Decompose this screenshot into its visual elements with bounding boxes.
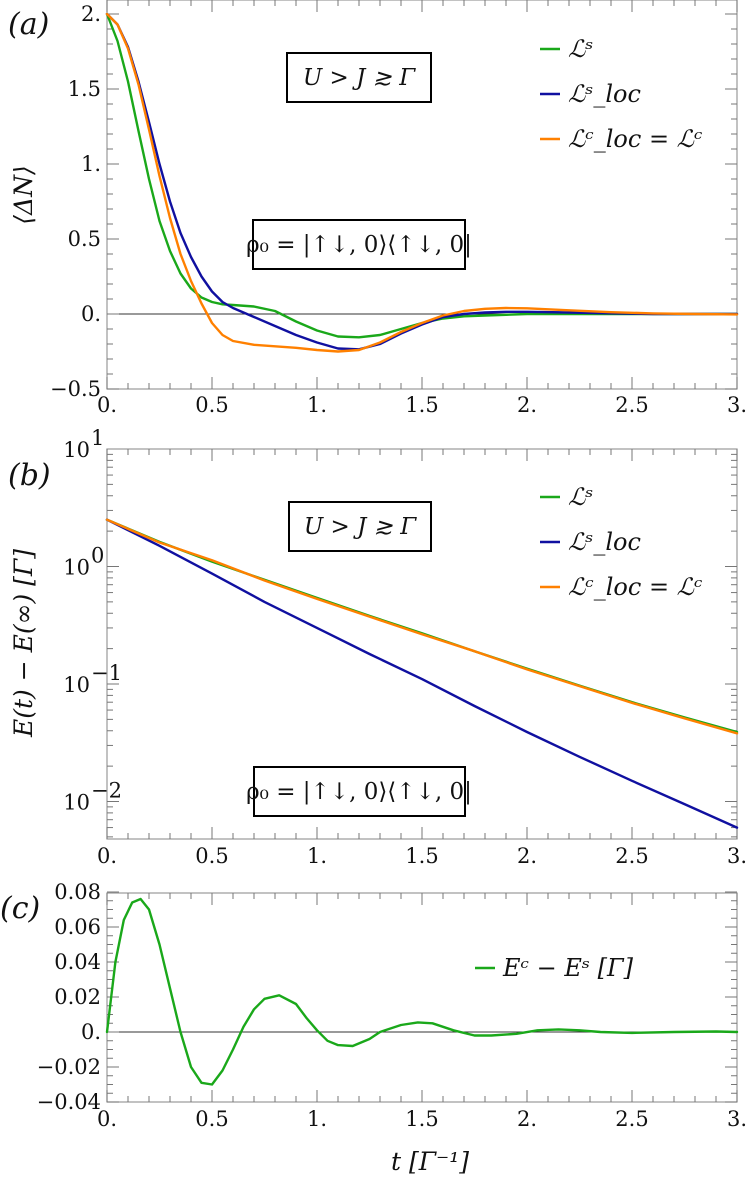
panel-c-label: (c) [0, 891, 40, 926]
x-tick-label: 2.5 [615, 393, 648, 417]
panel-a-legend: ℒˢ ℒˢ_loc ℒᶜ_loc = ℒᶜ [540, 35, 702, 153]
y-tick-label: 0.02 [54, 985, 101, 1009]
x-tick-label: 3. [727, 393, 747, 417]
y-tick-label: −0.5 [50, 377, 101, 401]
panel-a: 0. 0.5 1. 1.5 2. 2.5 3.−0.50.0.51.1.52. (a) ⟨Δ… [8, 0, 747, 417]
state-box-b: ρ₀ = |↑↓, 0⟩⟨↑↓, 0| [246, 766, 472, 817]
x-tick-label: 1. [307, 393, 327, 417]
legend-label: ℒˢ_loc [568, 80, 641, 108]
panel-c: 0. 0.5 1. 1.5 2. 2.5 3. −0.04 −0.02 0. 0.02 0.04 0.0… [0, 880, 747, 1176]
curve-line [105, 12, 739, 339]
x-tick-label: 2. [517, 1107, 537, 1131]
curve-line [105, 12, 739, 353]
legend-label: ℒˢ_loc [568, 528, 641, 556]
state-box-a: ρ₀ = |↑↓, 0⟩⟨↑↓, 0| [246, 219, 472, 270]
legend-label: ℒˢ [568, 35, 593, 63]
panel-a-y-axis-title: ⟨ΔN⟩ [9, 165, 38, 224]
x-tick-label: 0.5 [195, 393, 228, 417]
x-tick-label: 0. [97, 1107, 117, 1131]
x-tick-label: 0. [97, 393, 117, 417]
x-tick-label: 0.5 [195, 1107, 228, 1131]
y-tick-label: −0.02 [37, 1055, 101, 1079]
curve-line [105, 12, 739, 351]
y-tick-label: 0.04 [54, 950, 101, 974]
y-tick-label: 10 [63, 438, 90, 462]
panel-c-curves [105, 897, 739, 1086]
panel-b-legend: ℒˢ ℒˢ_loc ℒᶜ_loc = ℒᶜ [540, 483, 702, 601]
curve-line [105, 518, 739, 735]
x-tick-label: 1.5 [405, 844, 438, 868]
regime-text-b: U > J ≳ Γ [304, 514, 417, 540]
x-tick-label: 3. [727, 1107, 747, 1131]
x-tick-label: 3. [727, 844, 747, 868]
panel-b-y-axis-title: E(t) − E(∞) [Γ] [9, 549, 38, 738]
legend-label: ℒᶜ_loc = ℒᶜ [568, 573, 702, 601]
x-tick-label: 0. [97, 844, 117, 868]
panel-a-ticks: 0. 0.5 1. 1.5 2. 2.5 3.−0.50.0.51.1.52. [50, 0, 747, 417]
regime-text-a: U > J ≳ Γ [303, 65, 416, 91]
legend-label: ℒˢ [568, 483, 593, 511]
panel-c-legend: Eᶜ − Eˢ [Γ] [475, 954, 634, 982]
y-tick-label: 0.08 [54, 880, 101, 904]
y-tick-label: 1. [81, 152, 101, 176]
y-tick-label: 2. [81, 2, 101, 26]
panel-a-label: (a) [8, 7, 49, 42]
state-text-a: ρ₀ = |↑↓, 0⟩⟨↑↓, 0| [246, 232, 472, 258]
panel-b-label: (b) [8, 458, 51, 493]
panel-c-frame [106, 892, 738, 1103]
panel-b-curves [105, 518, 739, 829]
x-tick-label: 1.5 [405, 393, 438, 417]
y-tick-label: 10 [63, 791, 90, 815]
curve-line [105, 897, 739, 1086]
x-tick-label: 2. [517, 844, 537, 868]
y-tick-label: 10 [63, 673, 90, 697]
y-tick-exponent: −1 [91, 661, 122, 685]
y-tick-label: 0.06 [54, 915, 101, 939]
regime-box-a: U > J ≳ Γ [286, 52, 432, 103]
state-text-b: ρ₀ = |↑↓, 0⟩⟨↑↓, 0| [246, 779, 472, 805]
y-tick-label: 10 [63, 556, 90, 580]
x-tick-label: 2.5 [615, 844, 648, 868]
y-tick-exponent: −2 [91, 779, 122, 803]
y-tick-exponent: 1 [91, 426, 104, 450]
y-tick-label: −0.04 [37, 1090, 101, 1114]
x-tick-label: 2. [517, 393, 537, 417]
y-tick-label: 0. [81, 1020, 101, 1044]
curve-line [105, 518, 739, 829]
panel-a-curves [105, 12, 739, 353]
y-tick-exponent: 0 [91, 544, 104, 568]
legend-label-c: Eᶜ − Eˢ [Γ] [502, 954, 634, 982]
y-tick-label: 1.5 [68, 77, 101, 101]
x-tick-label: 0.5 [195, 844, 228, 868]
x-tick-label: 1. [307, 1107, 327, 1131]
legend-label: ℒᶜ_loc = ℒᶜ [568, 125, 702, 153]
x-axis-title: t [Γ⁻¹] [391, 1147, 469, 1176]
x-tick-label: 2.5 [615, 1107, 648, 1131]
y-tick-label: 0. [81, 302, 101, 326]
x-tick-label: 1.5 [405, 1107, 438, 1131]
y-tick-label: 0.5 [68, 227, 101, 251]
regime-box-b: U > J ≳ Γ [288, 501, 432, 552]
x-tick-label: 1. [307, 844, 327, 868]
panel-c-ticks: 0. 0.5 1. 1.5 2. 2.5 3. −0.04 −0.02 0. 0.02 0.04 0.0… [37, 880, 747, 1131]
